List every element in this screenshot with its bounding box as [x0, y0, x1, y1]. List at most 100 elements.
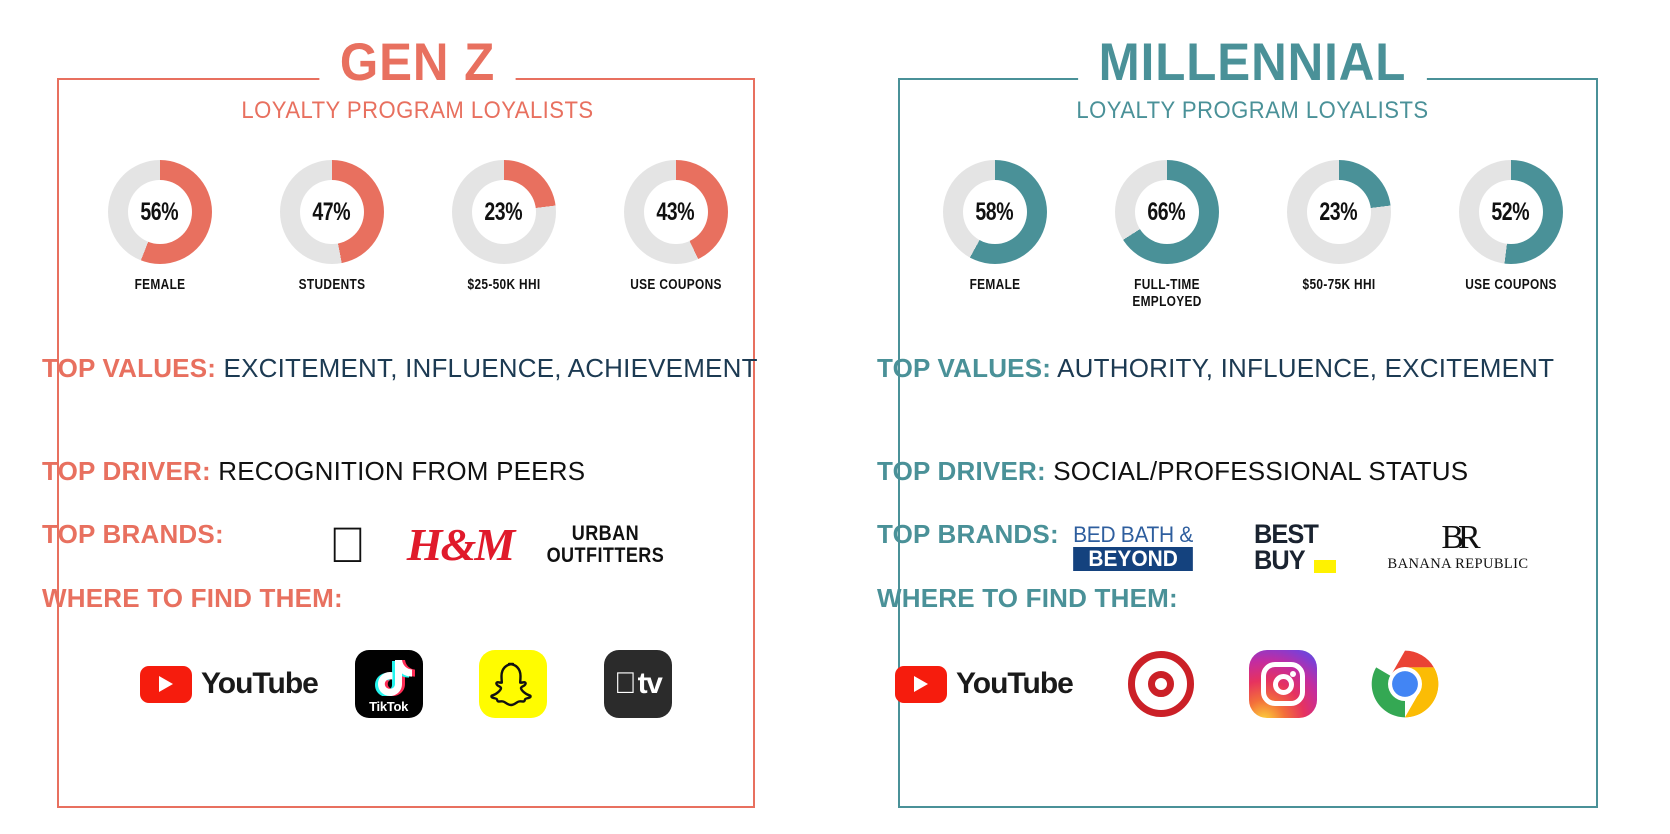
- stat-cell-female: 58% FEMALE: [921, 160, 1069, 311]
- best-buy-line-1: BEST: [1253, 519, 1319, 549]
- top-values-text: EXCITEMENT, INFLUENCE, ACHIEVEMENT: [216, 353, 758, 383]
- urban-outfitters-wordmark: URBAN OUTFITTERS: [546, 523, 664, 567]
- channel-logo-instagram[interactable]: [1222, 648, 1344, 720]
- donut-chart-employment: 66%: [1114, 160, 1219, 264]
- channel-logo-pinterest[interactable]: [1100, 648, 1222, 720]
- stat-cell-hhi: 23% $25-50K HHI: [430, 160, 578, 294]
- brand-logo-bed-bath-and-beyond: BED BATH & BEYOND: [1053, 514, 1213, 580]
- pinterest-icon[interactable]: [1128, 651, 1194, 717]
- youtube-wordmark: YouTube: [201, 667, 319, 700]
- donut-label: STUDENTS: [298, 277, 365, 293]
- youtube-icon[interactable]: YouTube: [140, 665, 319, 703]
- top-driver-label: TOP DRIVER:: [877, 456, 1046, 486]
- millennial-top-brands: TOP BRANDS:: [877, 518, 1646, 551]
- tiktok-wordmark: TikTok: [369, 699, 409, 714]
- best-buy-tag-icon: [1314, 560, 1336, 573]
- where-to-find-label: WHERE TO FIND THEM:: [877, 583, 1178, 613]
- gen-z-where-to-find: WHERE TO FIND THEM:: [42, 582, 811, 615]
- millennial-top-values: TOP VALUES: AUTHORITY, INFLUENCE, EXCITE…: [877, 352, 1646, 385]
- chrome-icon[interactable]: [1371, 650, 1439, 718]
- millennial-top-driver: TOP DRIVER: SOCIAL/PROFESSIONAL STATUS: [877, 455, 1646, 488]
- donut-value: 47%: [312, 197, 351, 226]
- gen-z-donut-row: 56% FEMALE 47% STUDENTS 23%: [0, 160, 835, 294]
- youtube-icon[interactable]: YouTube: [895, 665, 1074, 703]
- pinterest-inner-ring: [1148, 671, 1174, 697]
- stat-cell-female: 56% FEMALE: [86, 160, 234, 294]
- top-driver-text: SOCIAL/PROFESSIONAL STATUS: [1045, 456, 1469, 486]
- donut-chart-female: 56%: [107, 160, 212, 264]
- millennial-donut-row: 58% FEMALE 66% FULL-TIME EMPLOYED 23%: [835, 160, 1670, 311]
- donut-value: 58%: [975, 197, 1014, 226]
- stat-cell-employment: 66% FULL-TIME EMPLOYED: [1093, 160, 1241, 311]
- channel-logo-youtube[interactable]: YouTube: [140, 648, 326, 720]
- donut-chart-coupons: 43%: [623, 160, 728, 264]
- gen-z-subtitle: LOYALTY PROGRAM LOYALISTS: [241, 97, 594, 124]
- bed-bath-line-1: BED BATH &: [1073, 522, 1193, 547]
- channel-logo-snapchat[interactable]: [451, 648, 576, 720]
- donut-hole: 56%: [127, 180, 192, 244]
- bed-bath-wordmark: BED BATH & BEYOND: [1070, 523, 1196, 571]
- instagram-lens: [1272, 673, 1294, 695]
- millennial-where-to-find: WHERE TO FIND THEM:: [877, 582, 1646, 615]
- top-values-label: TOP VALUES:: [42, 353, 217, 383]
- brand-logo-apple: : [300, 512, 395, 578]
- apple-tv-icon[interactable]:  tv: [603, 650, 672, 718]
- donut-hole: 66%: [1134, 180, 1199, 244]
- gen-z-top-values: TOP VALUES: EXCITEMENT, INFLUENCE, ACHIE…: [42, 352, 811, 385]
- banana-republic-monogram: BR: [1441, 519, 1480, 556]
- donut-chart-hhi: 23%: [1286, 160, 1391, 264]
- urban-line-1: URBAN: [571, 522, 639, 545]
- donut-chart-hhi: 23%: [451, 160, 556, 264]
- donut-hole: 52%: [1478, 180, 1543, 244]
- channel-logo-apple-tv[interactable]:  tv: [575, 648, 700, 720]
- donut-hole: 23%: [1306, 180, 1371, 244]
- snapchat-icon[interactable]: [479, 650, 548, 718]
- youtube-play-icon: [895, 665, 947, 703]
- top-values-text: AUTHORITY, INFLUENCE, EXCITEMENT: [1051, 353, 1555, 383]
- donut-hole: 23%: [471, 180, 536, 244]
- donut-hole: 58%: [962, 180, 1027, 244]
- brand-logo-h-and-m: H&M: [395, 512, 525, 578]
- channel-logo-tiktok[interactable]: TikTok: [326, 648, 451, 720]
- donut-label: $50-75K HHI: [1301, 277, 1376, 293]
- best-buy-wordmark: BEST BUY: [1253, 519, 1336, 575]
- tiktok-note-icon: [374, 660, 415, 696]
- apple-icon: : [614, 669, 637, 699]
- gen-z-top-driver: TOP DRIVER: RECOGNITION FROM PEERS: [42, 455, 811, 488]
- donut-chart-students: 47%: [279, 160, 384, 264]
- tiktok-icon[interactable]: TikTok: [354, 650, 423, 718]
- channel-logo-chrome[interactable]: [1344, 648, 1466, 720]
- donut-label: FULL-TIME EMPLOYED: [1131, 277, 1202, 310]
- instagram-icon[interactable]: [1249, 650, 1317, 718]
- donut-value: 66%: [1147, 197, 1186, 226]
- donut-value: 43%: [656, 197, 695, 226]
- donut-label: FEMALE: [134, 277, 185, 293]
- panel-gen-z: GEN Z LOYALTY PROGRAM LOYALISTS 56% FEMA…: [0, 0, 835, 834]
- instagram-dot: [1290, 671, 1296, 677]
- donut-chart-female: 58%: [942, 160, 1047, 264]
- donut-value: 56%: [140, 197, 179, 226]
- where-to-find-label: WHERE TO FIND THEM:: [42, 583, 343, 613]
- youtube-wordmark: YouTube: [956, 667, 1074, 700]
- gen-z-top-brands: TOP BRANDS:: [42, 518, 811, 551]
- panel-millennial: MILLENNIAL LOYALTY PROGRAM LOYALISTS 58%…: [835, 0, 1670, 834]
- h-and-m-wordmark: H&M: [406, 519, 515, 570]
- millennial-subtitle: LOYALTY PROGRAM LOYALISTS: [1076, 97, 1429, 124]
- stat-cell-coupons: 52% USE COUPONS: [1437, 160, 1585, 311]
- banana-republic-name: BANANA REPUBLIC: [1387, 556, 1529, 572]
- stat-cell-students: 47% STUDENTS: [258, 160, 406, 294]
- channel-logo-youtube[interactable]: YouTube: [895, 648, 1100, 720]
- brand-logo-banana-republic: BR BANANA REPUBLIC: [1363, 514, 1553, 580]
- stat-cell-hhi: 23% $50-75K HHI: [1265, 160, 1413, 311]
- stat-cell-coupons: 43% USE COUPONS: [602, 160, 750, 294]
- best-buy-line-2: BUY: [1253, 545, 1306, 575]
- donut-label: USE COUPONS: [1464, 277, 1557, 293]
- donut-label: USE COUPONS: [629, 277, 722, 293]
- top-driver-label: TOP DRIVER:: [42, 456, 211, 486]
- donut-value: 23%: [484, 197, 523, 226]
- youtube-play-icon: [140, 665, 192, 703]
- donut-hole: 47%: [299, 180, 364, 244]
- banana-republic-wordmark: BR BANANA REPUBLIC: [1388, 521, 1529, 573]
- bed-bath-line-2: BEYOND: [1073, 547, 1193, 571]
